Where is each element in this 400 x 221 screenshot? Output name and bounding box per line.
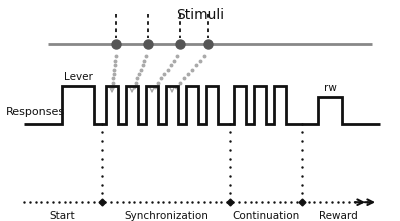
Text: Start: Start — [49, 211, 75, 221]
Text: Reward: Reward — [319, 211, 357, 221]
Text: Synchronization: Synchronization — [124, 211, 208, 221]
Text: Responses: Responses — [6, 107, 65, 118]
Text: rw: rw — [324, 83, 336, 93]
Text: Stimuli: Stimuli — [176, 8, 224, 22]
Text: Lever: Lever — [64, 72, 92, 82]
Text: Continuation: Continuation — [232, 211, 300, 221]
